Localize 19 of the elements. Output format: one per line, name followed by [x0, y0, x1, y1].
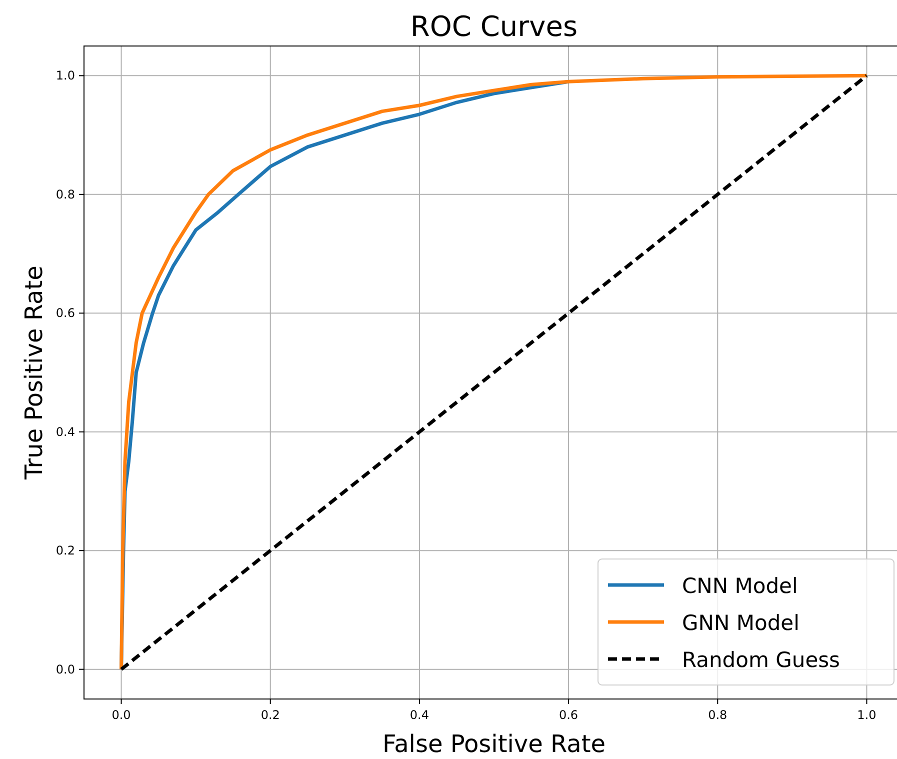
x-tick-label: 0.0	[112, 708, 131, 722]
x-tick-label: 0.2	[260, 708, 280, 722]
y-tick-label: 0.6	[56, 306, 75, 320]
y-tick-label: 0.2	[56, 544, 75, 558]
x-tick-label: 0.8	[708, 708, 728, 722]
legend-label: Random Guess	[682, 648, 840, 672]
chart-title: ROC Curves	[410, 10, 578, 43]
line-series	[120, 74, 868, 672]
y-tick-label: 0.8	[56, 187, 75, 202]
y-tick-label: 0.0	[56, 662, 75, 676]
y-tick-label: 0.4	[56, 424, 75, 439]
y-tick-label: 1.0	[56, 68, 75, 83]
x-tick-label: 0.4	[410, 708, 429, 722]
x-axis-title: False Positive Rate	[382, 730, 606, 758]
y-axis-title: True Positive Rate	[20, 266, 48, 480]
legend-label: GNN Model	[682, 611, 800, 635]
legend-label: CNN Model	[682, 574, 798, 598]
x-tick-label: 0.6	[559, 708, 578, 722]
x-tick-label: 1.0	[857, 708, 876, 722]
